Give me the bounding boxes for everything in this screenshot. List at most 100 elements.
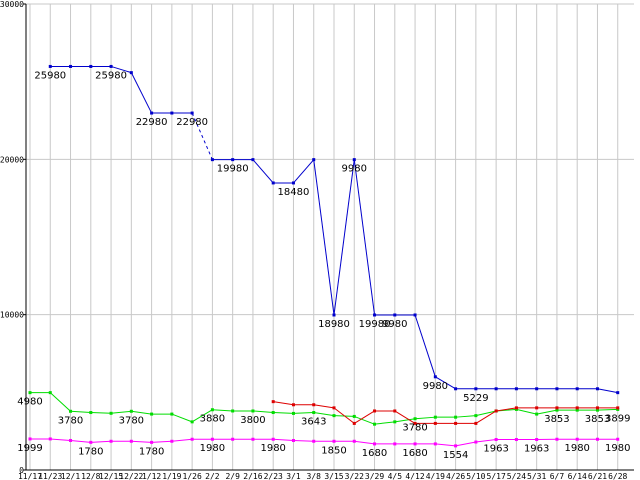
- data-label: 19980: [217, 164, 249, 175]
- series-3-segment: [475, 439, 497, 443]
- series-1-segment: [131, 410, 152, 415]
- y-tick-label: 10000: [0, 311, 24, 320]
- data-label: 3899: [605, 413, 630, 424]
- series-0-segment: [313, 159, 335, 316]
- data-label: 1980: [605, 443, 630, 454]
- data-label: 1554: [443, 450, 468, 461]
- y-axis-ticks: 0 10000 20000 30000: [0, 0, 26, 475]
- series-3-segment: [354, 440, 375, 445]
- series-1-segment: [455, 415, 476, 418]
- series-0-point: [616, 391, 620, 395]
- series-0-segment: [252, 159, 274, 184]
- series-1-segment: [354, 415, 375, 425]
- series-2-segment: [354, 410, 375, 424]
- series-2-segment: [475, 410, 497, 424]
- y-tick-label: 0: [19, 466, 24, 475]
- data-label: 3853: [544, 414, 569, 425]
- x-tick-label: 1/26: [183, 472, 202, 480]
- x-tick-label: 6/7: [550, 472, 565, 480]
- x-tick-label: 3/29: [365, 472, 384, 480]
- series-1-segment: [171, 413, 193, 423]
- series-1-segment: [394, 418, 416, 423]
- series-1-segment: [273, 412, 294, 414]
- data-label: 9980: [382, 319, 407, 330]
- series-3-segment: [435, 443, 456, 447]
- x-tick-label: 4/19: [426, 472, 445, 480]
- series-2-segment: [394, 410, 416, 424]
- series-1-point: [616, 407, 620, 411]
- data-label: 22980: [136, 117, 168, 128]
- series-3-segment: [171, 438, 193, 442]
- chart-series: [28, 64, 620, 448]
- series-2-segment: [273, 401, 294, 406]
- x-tick-label: 12/15: [99, 472, 123, 480]
- series-1-segment: [516, 408, 537, 415]
- x-tick-label: 3/22: [345, 472, 364, 480]
- x-tick-label: 5/17: [487, 472, 506, 480]
- data-label: 9980: [342, 164, 367, 175]
- series-1-segment: [475, 410, 497, 417]
- series-0-segment: [293, 159, 315, 184]
- x-tick-label: 12/22: [119, 472, 143, 480]
- x-tick-label: 3/15: [324, 472, 343, 480]
- x-tick-label: 6/28: [608, 472, 627, 480]
- x-tick-label: 2/9: [225, 472, 240, 480]
- series-1-segment: [111, 410, 132, 414]
- data-label: 1999: [17, 443, 42, 454]
- data-label: 1980: [564, 443, 589, 454]
- series-3-segment: [455, 441, 476, 447]
- series-3-point: [616, 437, 620, 441]
- x-tick-label: 3/8: [307, 472, 322, 480]
- series-3-segment: [70, 439, 91, 443]
- x-tick-label: 3/1: [286, 472, 301, 480]
- x-tick-label: 12/8: [81, 472, 100, 480]
- x-tick-label: 4/5: [388, 472, 403, 480]
- x-tick-label: 1/19: [162, 472, 181, 480]
- series-3-segment: [151, 440, 172, 443]
- series-1-segment: [313, 412, 335, 417]
- data-label: 4980: [17, 397, 42, 408]
- data-label: 1963: [524, 444, 549, 455]
- data-label: 22980: [176, 117, 208, 128]
- series-0-segment: [130, 72, 153, 114]
- series-2-point: [616, 406, 620, 410]
- data-label: 1780: [139, 446, 164, 457]
- data-label: 18480: [278, 187, 310, 198]
- data-label: 25980: [34, 70, 66, 81]
- x-tick-label: 6/21: [588, 472, 607, 480]
- chart-axes: [25, 4, 634, 471]
- series-1-segment: [212, 409, 233, 412]
- x-tick-label: 5/31: [527, 472, 546, 480]
- series-1-segment: [70, 410, 91, 414]
- x-tick-label: 5/24: [507, 472, 526, 480]
- series-0-segment: [191, 112, 213, 160]
- series-1-segment: [191, 409, 213, 423]
- data-label: 1680: [362, 448, 387, 459]
- series-2-segment: [313, 404, 335, 409]
- series-3-segment: [90, 440, 112, 443]
- series-2-segment: [496, 407, 517, 412]
- data-label: 1963: [483, 444, 508, 455]
- x-tick-label: 12/1: [61, 472, 80, 480]
- x-tick-label: 2/16: [243, 472, 262, 480]
- data-label: 1850: [321, 445, 346, 456]
- y-tick-label: 20000: [0, 155, 24, 164]
- series-1-segment: [374, 421, 395, 425]
- series-1-segment: [536, 409, 558, 415]
- x-tick-label: 1/12: [142, 472, 161, 480]
- series-0-segment: [333, 159, 355, 316]
- series-1-segment: [293, 412, 314, 414]
- data-label: 3780: [402, 423, 427, 434]
- x-tick-label: 4/12: [405, 472, 424, 480]
- data-label: 3853: [585, 414, 610, 425]
- series-2-segment: [333, 407, 355, 424]
- y-tick-label: 30000: [0, 0, 24, 9]
- data-label: 3780: [58, 415, 83, 426]
- series-0-segment: [597, 388, 618, 394]
- data-label: 18980: [318, 319, 350, 330]
- data-label: 9980: [423, 381, 448, 392]
- data-label: 5229: [463, 393, 488, 404]
- data-label: 1780: [78, 446, 103, 457]
- x-tick-label: 6/14: [568, 472, 587, 480]
